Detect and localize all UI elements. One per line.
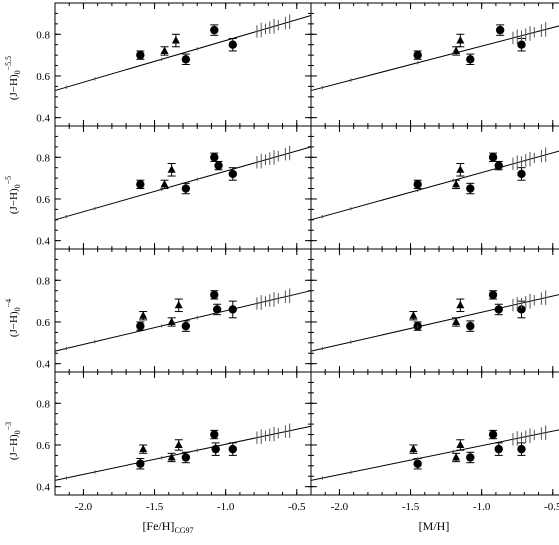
circle-point <box>488 430 498 439</box>
circle-point <box>517 305 526 314</box>
circle-point <box>413 180 422 189</box>
triangle-point <box>456 440 465 448</box>
circle-point <box>228 40 237 49</box>
triangle-point <box>160 46 169 54</box>
triangle-point <box>167 452 176 461</box>
triangle-point <box>452 452 461 461</box>
panel-frame <box>310 2 559 127</box>
ylabel-row-0: (J−H)0−5.5 <box>4 56 22 100</box>
circle-point <box>495 25 505 35</box>
triangle-point <box>174 440 183 448</box>
circle-point <box>413 459 422 468</box>
y-tick-label: 0.4 <box>36 236 50 248</box>
y-tick-label: 0.8 <box>36 275 50 287</box>
y-tick-label: 0.6 <box>36 194 50 206</box>
triangle-point <box>456 165 465 173</box>
circle-point <box>488 153 498 162</box>
xlabel-left: [Fe/H]CG97 <box>142 519 193 535</box>
y-tick-label: 0.4 <box>36 359 50 371</box>
panel-frame <box>310 125 559 250</box>
circle-point <box>466 184 475 193</box>
circle-point <box>228 169 237 179</box>
y-tick-label: 0.6 <box>36 440 50 452</box>
x-tick-label: -1.5 <box>402 501 420 513</box>
circle-point <box>517 444 526 454</box>
circle-point <box>210 290 219 300</box>
panel-r1-c1 <box>310 125 559 250</box>
circle-point <box>136 459 145 468</box>
fit-line <box>310 294 559 352</box>
circle-point <box>212 305 222 314</box>
fit-line <box>54 425 312 481</box>
circle-point <box>466 321 475 331</box>
x-tick-label: -0.5 <box>544 501 559 513</box>
circle-point <box>136 321 145 331</box>
x-tick-label: -1.5 <box>146 501 164 513</box>
panels: 0.4 0.6 0.8 0.4 0.6 0.8 0.4 0.6 0.8 0.4 0.6 0.8 -2.0… <box>36 2 559 513</box>
circle-point <box>136 50 145 60</box>
circle-point <box>136 180 145 189</box>
circle-point <box>494 444 503 454</box>
panel-r0-c1 <box>310 2 559 127</box>
fit-line <box>54 146 312 221</box>
fit-line <box>310 25 559 92</box>
triangle-point <box>452 317 461 325</box>
xlabel-right: [M/H] <box>419 519 450 533</box>
ylabel-row-1: (J−H)0−5 <box>4 176 22 214</box>
circle-point <box>466 453 475 462</box>
x-tick-label: -2.0 <box>331 501 349 513</box>
triangle-point <box>174 300 183 309</box>
circle-point <box>214 161 223 170</box>
panel-r1-c0: 0.4 0.6 0.8 <box>36 125 312 250</box>
circle-point <box>181 55 191 64</box>
circle-point <box>228 444 237 454</box>
triangle-point <box>139 311 148 319</box>
x-tick-label: -1.0 <box>473 501 491 513</box>
circle-point <box>181 321 191 331</box>
fit-line <box>54 15 312 92</box>
y-tick-label: 0.4 <box>36 113 50 125</box>
panel-frame <box>54 248 312 373</box>
triangle-point <box>456 300 465 309</box>
triangle-point <box>456 36 465 44</box>
y-tick-label: 0.8 <box>36 398 50 410</box>
y-tick-label: 0.4 <box>36 482 50 494</box>
x-tick-label: -0.5 <box>288 501 306 513</box>
circle-point <box>210 153 219 162</box>
circle-point <box>181 453 191 462</box>
triangle-point <box>409 311 418 319</box>
panel-r2-c1 <box>310 248 559 373</box>
panel-r0-c0: 0.4 0.6 0.8 <box>36 2 312 127</box>
y-tick-label: 0.6 <box>36 317 50 329</box>
triangle-point <box>167 165 176 173</box>
circle-point <box>488 290 498 300</box>
x-tick-label: -1.0 <box>217 501 235 513</box>
ylabel-row-2: (J−H)0−4 <box>4 299 22 337</box>
triangle-point <box>409 444 418 453</box>
triangle-point <box>139 444 148 453</box>
y-tick-label: 0.8 <box>36 152 50 164</box>
circle-point <box>210 25 219 35</box>
circle-point <box>517 169 526 179</box>
triangle-point <box>452 179 461 188</box>
x-tick-label: -2.0 <box>75 501 93 513</box>
fit-line <box>54 290 312 352</box>
triangle-point <box>160 179 169 188</box>
fit-line <box>310 429 559 481</box>
circle-point <box>181 184 191 193</box>
panel-frame <box>54 371 312 496</box>
panel-r2-c0: 0.4 0.6 0.8 <box>36 248 312 373</box>
panel-r3-c1: -2.0 -1.5 -1.0 -0.5 <box>310 371 559 513</box>
ylabel-row-3: (J−H)0−3 <box>4 422 22 460</box>
y-tick-label: 0.6 <box>36 71 50 83</box>
triangle-point <box>171 36 180 44</box>
y-tick-label: 0.8 <box>36 29 50 41</box>
circle-point <box>413 50 422 60</box>
circle-point <box>466 55 475 64</box>
panel-r3-c0: 0.4 0.6 0.8 -2.0 -1.5 -1.0 -0.5 <box>36 371 312 513</box>
fit-line <box>310 150 559 221</box>
circle-point <box>517 40 526 49</box>
circle-point <box>210 430 219 439</box>
